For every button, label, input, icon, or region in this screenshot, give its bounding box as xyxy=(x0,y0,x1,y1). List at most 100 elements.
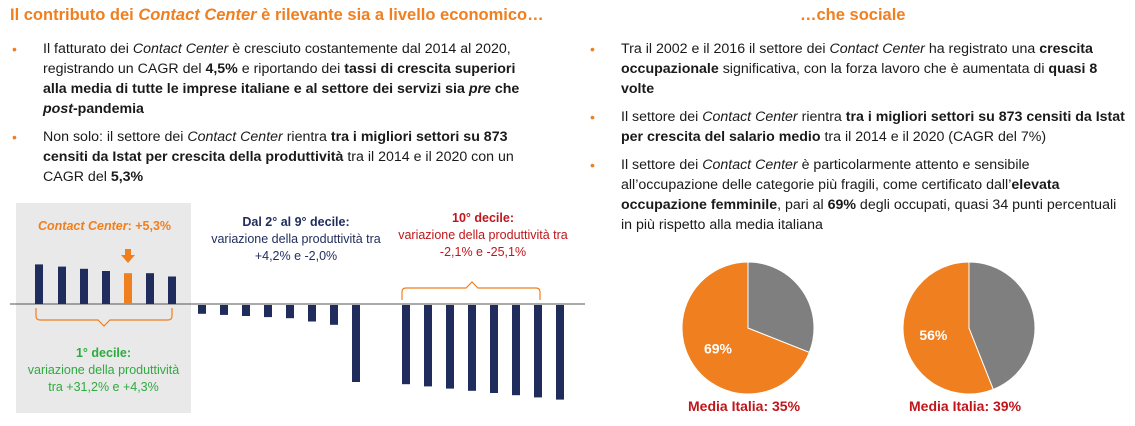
pie-right-caption: Media Italia: 39% xyxy=(909,398,1022,414)
bullet-segment: pre xyxy=(468,81,491,97)
middle-deciles-title: Dal 2° al 9° decile: xyxy=(242,215,350,229)
decile-bar xyxy=(402,305,410,385)
right-title: …che sociale xyxy=(800,6,906,24)
bullet-segment: post xyxy=(43,101,73,117)
bullet-segment: e riportando dei xyxy=(237,61,345,77)
decile-bar xyxy=(168,276,176,304)
decile-bar xyxy=(286,305,294,319)
decile-bar xyxy=(198,305,206,314)
pie-chart-right: 56% xyxy=(899,258,1039,403)
decile-bar xyxy=(35,264,43,304)
decile-bar xyxy=(556,305,564,400)
bullet-segment: Contact Center xyxy=(829,41,925,57)
bullet-segment: , pari al xyxy=(777,197,828,213)
pie-chart-left-svg: 69% xyxy=(681,261,815,395)
tenth-decile-title: 10° decile: xyxy=(452,211,514,225)
bullet-segment: degli occupati, quasi 34 punti percentua… xyxy=(621,197,1117,233)
bullet-segment: tra il 2014 e il 2020 (CAGR del 7%) xyxy=(820,129,1047,145)
bullet-segment: Contact Center xyxy=(132,41,229,57)
bullet-segment: rientra xyxy=(797,109,846,125)
arrow-stem xyxy=(125,249,131,255)
bullet-segment: tra i migliori settori su 873 censiti da… xyxy=(621,109,1125,145)
bullet-segment: Il settore dei xyxy=(621,109,703,125)
bullet-segment: Tra il 2002 e il 2016 il settore dei xyxy=(621,41,830,57)
bullet-segment: 69% xyxy=(827,197,856,213)
tenth-decile-line1: variazione della produttività tra xyxy=(398,228,568,242)
bullet-segment: Il settore dei xyxy=(621,157,703,173)
tenth-decile-line2: -2,1% e -25,1% xyxy=(439,245,527,259)
middle-deciles-line1: variazione della produttività tra xyxy=(211,232,381,246)
bullet-segment: ha registrato una xyxy=(924,41,1040,57)
bullet-segment: crescita occupazionale xyxy=(621,41,1093,77)
left-title-em: Contact Center xyxy=(138,6,257,24)
decile-bar xyxy=(242,305,250,316)
bullet-segment: -pandemia xyxy=(72,101,144,117)
bullet-segment: Contact Center xyxy=(702,157,798,173)
bullet-segment: pre xyxy=(469,81,491,97)
pie-chart-left: 69% xyxy=(678,258,818,403)
bullet-segment: significativa, con la forza lavoro che è… xyxy=(718,61,1049,77)
bullet-segment: quasi 8 volte xyxy=(621,61,1098,97)
down-arrow-icon xyxy=(121,255,135,263)
bullet-segment: Il fatturato dei xyxy=(43,41,133,57)
contact-center-label-value: : +5,3% xyxy=(127,219,172,233)
contact-center-label: Contact Center: +5,3% xyxy=(38,219,188,233)
left-bullet-list: Il fatturato dei Contact Center è cresci… xyxy=(8,39,538,195)
bullet-segment: 4,5% xyxy=(205,61,238,77)
first-decile-label: 1° decile: variazione della produttività… xyxy=(16,345,191,396)
decile-bar xyxy=(146,273,154,304)
decile-bar xyxy=(102,271,110,304)
pie-slice-rest xyxy=(747,261,815,353)
bullet-item: Il settore dei Contact Center è particol… xyxy=(586,155,1126,235)
decile-bar xyxy=(534,305,542,398)
decile-bar xyxy=(80,268,88,304)
first-decile-box xyxy=(16,203,191,413)
left-title-post: è rilevante sia a livello economico… xyxy=(256,6,544,24)
bullet-segment: Contact Center xyxy=(702,109,798,125)
tenth-decile-bracket xyxy=(401,281,541,300)
bullet-segment: rientra xyxy=(282,129,331,145)
bullet-segment: tra il 2014 e il 2020 con un CAGR del xyxy=(43,149,514,185)
first-decile-line2: tra +31,2% e +4,3% xyxy=(48,380,159,394)
pie-slice-label: 56% xyxy=(919,327,948,343)
right-bullet-list: Tra il 2002 e il 2016 il settore dei Con… xyxy=(586,39,1126,243)
decile-bar xyxy=(446,305,454,389)
pie-slice-label: 69% xyxy=(704,340,733,356)
bullet-item: Il settore dei Contact Center rientra tr… xyxy=(586,107,1126,147)
pie-slice-main xyxy=(902,261,994,395)
decile-bar xyxy=(264,305,272,318)
decile-bar xyxy=(330,305,338,325)
decile-bar xyxy=(512,305,520,396)
pie-slice-rest xyxy=(968,261,1036,391)
first-decile-bracket xyxy=(35,308,173,327)
bullet-segment: tra i migliori settori su 873 censiti da… xyxy=(43,129,508,165)
decile-bar xyxy=(468,305,476,391)
decile-bar xyxy=(424,305,432,387)
first-decile-line1: variazione della produttività xyxy=(27,363,180,377)
bullet-segment: è particolarmente attento e sensibile al… xyxy=(621,157,1030,193)
bullet-segment: post xyxy=(43,101,73,117)
middle-deciles-label: Dal 2° al 9° decile: variazione della pr… xyxy=(196,214,396,265)
tenth-decile-label: 10° decile: variazione della produttivit… xyxy=(388,210,578,261)
decile-bar xyxy=(490,305,498,393)
pie-left-caption: Media Italia: 35% xyxy=(688,398,801,414)
bullet-segment: Contact Center xyxy=(187,129,283,145)
bullet-segment: è cresciuto costantemente dal 2014 al 20… xyxy=(43,41,511,77)
left-title: Il contributo dei Contact Center è rilev… xyxy=(10,6,544,25)
bullet-segment: Non solo: il settore dei xyxy=(43,129,188,145)
decile-bar xyxy=(352,305,360,382)
pie-chart-right-svg: 56% xyxy=(902,261,1036,395)
left-title-pre: Il contributo dei xyxy=(10,6,139,24)
decile-bar xyxy=(58,266,66,304)
contact-center-label-em: Contact Center xyxy=(38,219,128,233)
bullet-segment: che xyxy=(490,81,520,97)
middle-deciles-line2: +4,2% e -2,0% xyxy=(254,249,338,263)
decile-bar xyxy=(220,305,228,315)
productivity-bar-chart xyxy=(10,249,585,400)
contact-center-bar xyxy=(124,273,132,304)
bullet-segment: elevata occupazione femminile xyxy=(621,177,1060,213)
pie-slice-main xyxy=(681,261,811,395)
bullet-item: Non solo: il settore dei Contact Center … xyxy=(8,127,538,187)
first-decile-title: 1° decile: xyxy=(75,346,132,360)
bullet-item: Tra il 2002 e il 2016 il settore dei Con… xyxy=(586,39,1126,99)
